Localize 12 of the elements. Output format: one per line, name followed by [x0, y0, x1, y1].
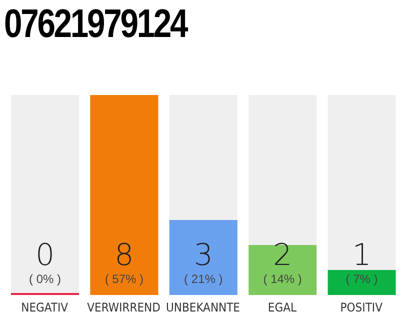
- x-tick-label: POSITIV: [340, 300, 384, 315]
- x-tick-label: NEGATIV: [21, 300, 69, 315]
- data-label: 3 ( 21% ): [184, 238, 223, 286]
- x-tick-label: VERWIRREND: [87, 300, 160, 315]
- x-tick-label: EGAL: [268, 300, 296, 315]
- chart-title: 07621979124: [4, 2, 187, 47]
- data-label: 8 ( 57% ): [104, 238, 144, 286]
- data-label: 1 ( 7% ): [346, 238, 378, 286]
- x-tick-label: UNBEKANNTE: [166, 300, 240, 315]
- bar: [328, 270, 396, 295]
- data-label: 0 ( 0% ): [28, 238, 62, 286]
- data-label: 2 ( 14% ): [263, 238, 302, 286]
